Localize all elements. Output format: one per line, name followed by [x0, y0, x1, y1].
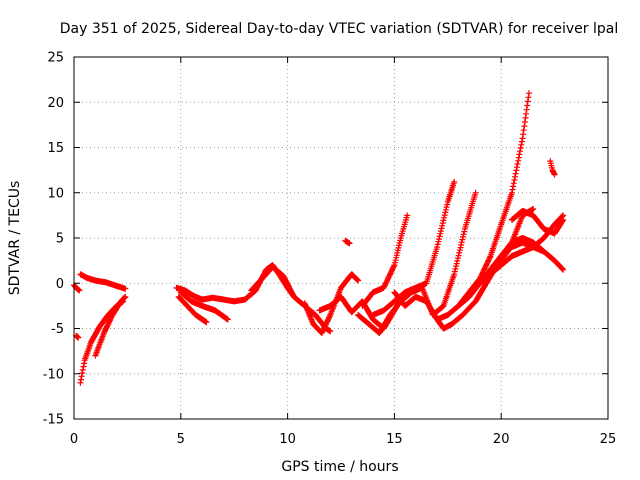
data-series [71, 90, 567, 386]
x-tick-label: 10 [279, 432, 296, 447]
x-tick-label: 0 [70, 432, 78, 447]
y-tick-label: -5 [51, 322, 64, 337]
y-tick-label: 5 [56, 232, 64, 247]
chart-title: Day 351 of 2025, Sidereal Day-to-day VTE… [60, 21, 618, 37]
y-tick-label: 20 [47, 96, 64, 111]
marker-path [71, 282, 83, 294]
x-tick-label: 20 [493, 432, 510, 447]
x-axis-label: GPS time / hours [281, 459, 398, 475]
marker-path [177, 289, 231, 323]
marker-path [355, 189, 479, 336]
series-arc-02 [73, 332, 82, 341]
series-arc-13 [359, 212, 411, 309]
y-axis-label: SDTVAR / TECUs [7, 181, 23, 296]
x-tick-label: 5 [177, 432, 185, 447]
marker-path [359, 212, 411, 309]
series-arc-23 [547, 158, 558, 178]
marker-path [434, 90, 532, 323]
y-tick-label: -10 [43, 367, 64, 382]
series-arc-05 [92, 293, 129, 359]
x-tick-label: 25 [600, 432, 617, 447]
series-arc-03 [77, 271, 129, 292]
marker-path [547, 158, 558, 178]
y-tick-label: 0 [56, 277, 64, 292]
marker-path [92, 293, 129, 359]
series-arc-08 [177, 289, 231, 323]
y-tick-label: -15 [43, 413, 64, 428]
marker-path [175, 293, 210, 326]
marker-path [342, 237, 353, 247]
series-arc-22 [508, 207, 567, 237]
marker-path [77, 271, 129, 292]
series-arc-01 [71, 282, 83, 294]
series-arc-17 [434, 90, 532, 323]
x-tick-label: 15 [386, 432, 403, 447]
series-arc-15 [355, 189, 479, 336]
y-tick-label: 25 [47, 51, 64, 66]
marker-path [73, 332, 82, 341]
y-tick-label: 15 [47, 141, 64, 156]
series-arc-07 [175, 293, 210, 326]
marker-path [508, 207, 567, 237]
y-tick-label: 10 [47, 186, 64, 201]
axis-ticks: 0 5 10 15 20 25 -15 -10 -5 0 5 10 15 20 25 [43, 51, 617, 448]
series-arc-12 [342, 237, 353, 247]
